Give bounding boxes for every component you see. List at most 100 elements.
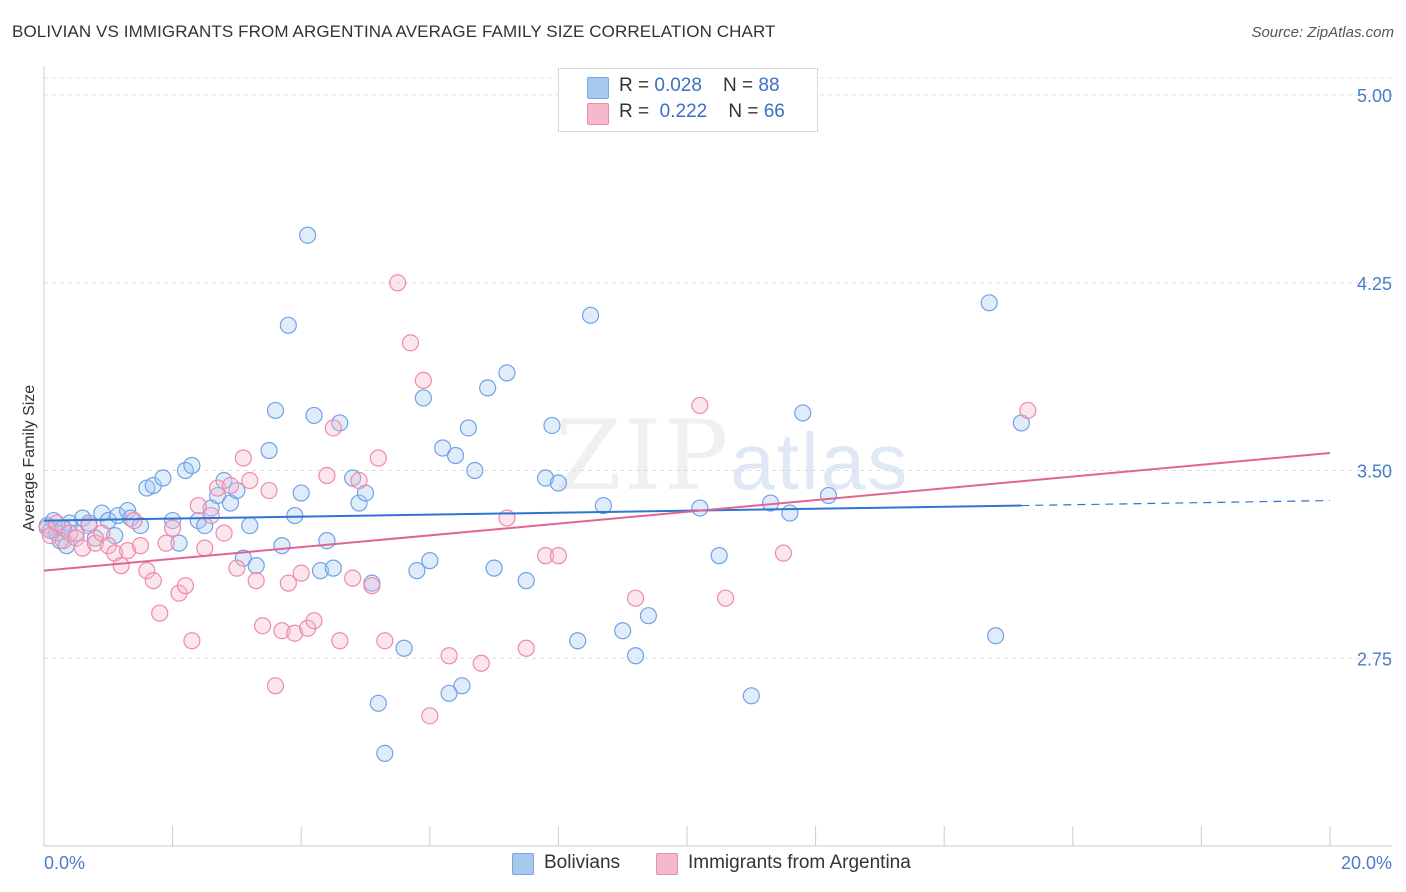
tick-labels: 2.75 3.50 4.25 5.00 0.0% 20.0% Average Family … [21,86,1392,873]
point-argentina [369,449,387,467]
point-bolivians [292,484,310,502]
point-argentina [144,572,162,590]
x-tick-label-min: 0.0% [44,853,85,873]
point-argentina [228,559,246,577]
point-argentina [215,524,233,542]
point-bolivians [459,419,477,437]
point-argentina [389,274,407,292]
x-tick-label-max: 20.0% [1341,853,1392,873]
n-label: N = [723,75,759,96]
point-bolivians [106,526,124,545]
point-bolivians [691,499,709,517]
point-argentina [164,519,182,537]
point-bolivians [154,469,172,487]
watermark-big: ZIP [555,400,731,512]
point-bolivians [446,446,465,465]
point-bolivians [414,389,432,407]
point-argentina [472,654,490,672]
point-argentina [273,622,291,640]
point-bolivians [286,506,304,525]
y-tick-label: 5.00 [1357,86,1392,106]
point-argentina [221,476,240,495]
point-argentina [202,506,220,525]
point-bolivians [781,504,799,522]
point-argentina [324,419,342,437]
point-argentina [421,707,439,725]
point-bolivians [260,441,278,460]
point-argentina [350,471,368,490]
point-argentina [241,471,259,490]
chart-title: BOLIVIAN VS IMMIGRANTS FROM ARGENTINA AV… [12,22,776,41]
point-bolivians [241,516,259,535]
legend-swatch-argentina [587,103,609,125]
point-bolivians [170,534,188,552]
r-label: R = [619,75,655,96]
point-argentina [157,534,175,552]
point-bolivians [183,456,201,475]
point-bolivians [234,549,252,567]
point-bolivians [421,552,439,570]
point-argentina [279,574,297,592]
point-bolivians [408,562,426,580]
n-value: 88 [758,75,780,96]
point-argentina [286,624,304,642]
bottom-legend-label-argentina: Immigrants from Argentina [688,852,911,873]
point-argentina [626,589,645,607]
point-argentina [260,481,278,500]
point-argentina [414,371,432,389]
point-bolivians [466,461,484,480]
point-argentina [344,569,362,587]
point-bolivians [324,559,342,577]
y-tick-label: 2.75 [1357,649,1392,669]
point-argentina [209,479,227,497]
point-bolivians [614,622,632,640]
chart-source: Source: ZipAtlas.com [1251,24,1394,41]
series-bolivians [38,226,1030,762]
point-bolivians [581,306,600,324]
point-argentina [138,562,156,580]
trend-line-argentina [43,451,1331,572]
point-argentina [376,632,394,650]
point-argentina [331,632,349,650]
point-bolivians [498,364,516,382]
y-tick-label: 4.25 [1357,274,1392,294]
point-argentina [234,449,252,467]
axes [43,66,1392,847]
point-bolivians [67,524,85,542]
trend-line-bolivians [43,504,1022,522]
point-argentina [189,496,207,515]
point-argentina [774,544,793,562]
point-bolivians [980,294,998,312]
point-argentina [318,466,336,485]
point-argentina [549,547,568,565]
point-bolivians [549,474,568,492]
legend-text-bolivians: R = 0.028 N = 88 [619,75,780,97]
point-bolivians [299,226,317,244]
point-bolivians [395,639,413,657]
point-bolivians [305,406,323,425]
r-value: 0.028 [654,75,702,96]
point-bolivians [376,744,394,762]
point-bolivians [794,404,812,422]
bottom-legend-label-bolivians: Bolivians [544,852,621,873]
y-tick-label: 3.50 [1357,462,1392,482]
point-argentina [292,564,310,582]
n-label: N = [728,101,764,122]
r-value: 0.222 [659,101,708,122]
watermark: ZIPatlas [555,400,909,512]
point-bolivians [819,486,838,505]
point-bolivians [485,559,503,577]
grid-lines [44,77,1392,659]
point-bolivians [742,687,760,705]
point-bolivians [639,607,658,625]
point-bolivians [453,677,471,695]
point-argentina [536,547,555,565]
point-argentina [183,632,201,650]
n-value: 66 [763,101,785,122]
point-bolivians [479,379,497,397]
point-argentina [716,589,735,607]
point-bolivians [543,416,561,435]
point-bolivians [569,632,587,650]
point-argentina [247,572,265,590]
point-argentina [67,529,85,547]
